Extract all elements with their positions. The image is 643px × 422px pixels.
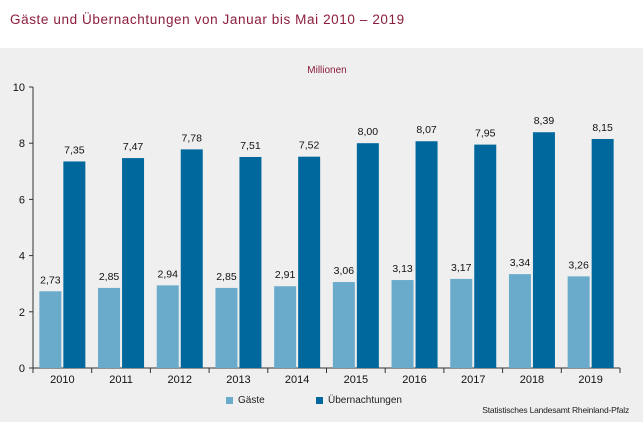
data-label: 7,78 [182,132,203,144]
x-tick-label: 2011 [109,374,133,386]
bar-gaeste [567,276,590,368]
title-bar: Gäste und Übernachtungen von Januar bis … [0,0,643,44]
bar-uebernachtungen [180,149,203,368]
legend-label-gaeste: Gäste [238,395,265,406]
y-tick-label: 6 [19,194,25,206]
x-tick-label: 2014 [285,374,309,386]
data-label: 2,73 [40,274,61,286]
data-label: 7,51 [240,140,261,152]
y-tick-label: 0 [19,363,25,375]
x-tick-label: 2010 [50,374,74,386]
y-tick-label: 10 [13,82,25,94]
data-label: 8,39 [534,115,555,127]
bar-uebernachtungen [122,158,145,368]
legend-label-uebernachtungen: Übernachtungen [328,395,402,406]
legend-item-uebernachtungen: Übernachtungen [316,395,402,406]
data-label: 3,13 [392,263,413,275]
data-label: 8,07 [416,124,437,136]
bar-uebernachtungen [239,156,262,368]
bar-uebernachtungen [474,144,497,368]
x-tick-label: 2019 [578,374,602,386]
x-tick-label: 2013 [226,374,250,386]
data-label: 2,85 [99,271,120,283]
bar-gaeste [98,287,121,368]
y-tick-label: 2 [19,307,25,319]
bar-uebernachtungen [356,143,379,368]
data-label: 2,91 [275,269,296,281]
y-tick-label: 4 [19,251,25,263]
data-label: 3,06 [334,265,355,277]
bar-uebernachtungen [532,132,555,368]
x-tick-label: 2012 [168,374,192,386]
bar-gaeste [274,286,297,368]
bar-gaeste [156,285,179,368]
x-tick-label: 2016 [402,374,426,386]
x-tick-label: 2017 [461,374,485,386]
source-note: Statistisches Landesamt Rheinland-Pfalz [482,405,629,415]
chart-title: Gäste und Übernachtungen von Januar bis … [10,12,405,27]
legend-swatch-uebernachtungen [316,397,323,404]
data-label: 8,00 [358,126,379,138]
bar-gaeste [332,282,355,368]
data-label: 8,15 [592,122,613,134]
x-tick-label: 2018 [520,374,544,386]
bar-uebernachtungen [63,161,86,368]
bar-gaeste [391,280,414,368]
data-label: 7,47 [123,141,144,153]
data-label: 2,85 [216,271,237,283]
x-tick-label: 2015 [344,374,368,386]
legend-item-gaeste: Gäste [226,395,265,406]
bar-gaeste [215,287,238,368]
bar-gaeste [450,278,473,368]
legend-swatch-gaeste [226,397,233,404]
data-label: 3,34 [510,257,531,269]
bar-uebernachtungen [415,141,438,368]
data-label: 2,94 [158,268,179,280]
bar-gaeste [39,291,62,368]
unit-label: Millionen [307,65,346,76]
data-label: 3,17 [451,262,472,274]
data-label: 7,52 [299,140,320,152]
data-label: 7,95 [475,128,496,140]
bar-uebernachtungen [591,138,614,368]
data-label: 7,35 [64,144,85,156]
data-label: 3,26 [568,259,589,271]
y-tick-label: 8 [19,138,25,150]
bar-uebernachtungen [298,156,321,368]
bar-gaeste [508,274,531,368]
